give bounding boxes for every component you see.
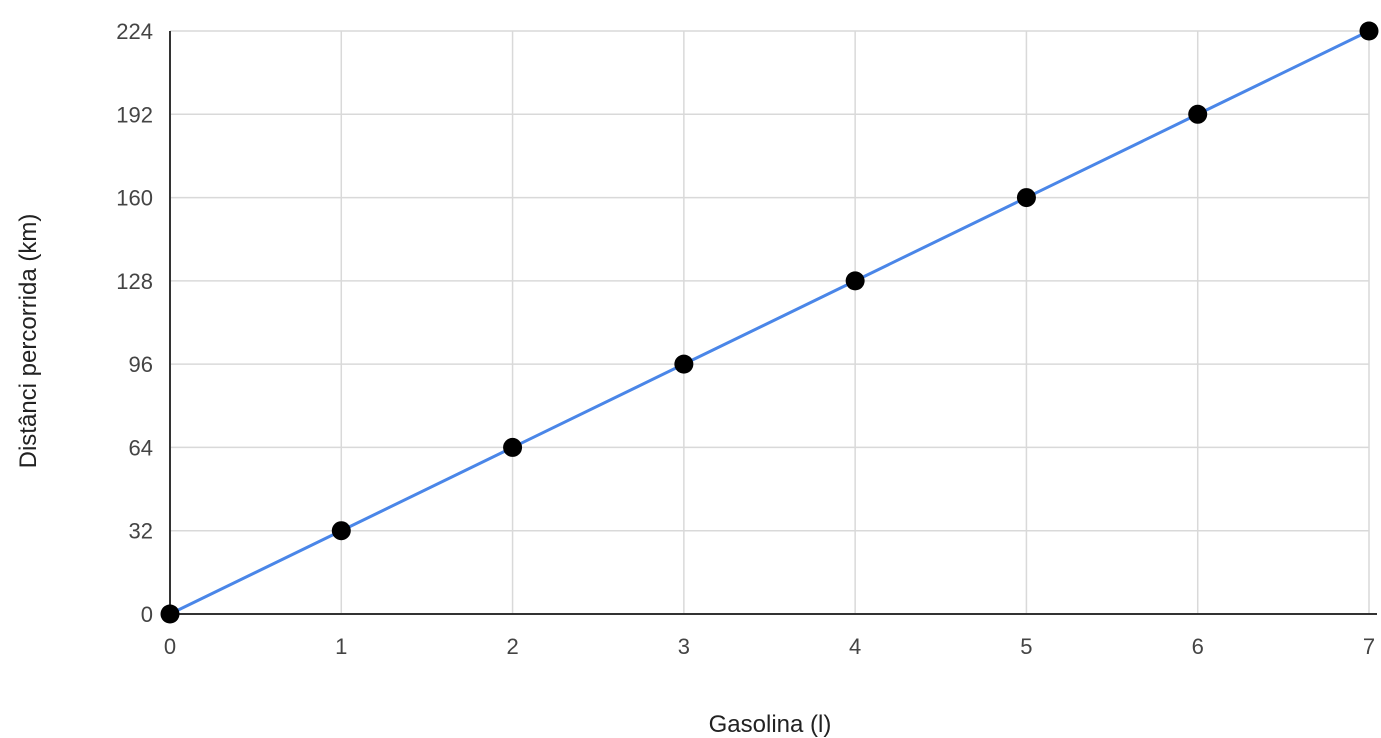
- data-point: [674, 354, 694, 374]
- y-tick-label: 128: [116, 269, 153, 294]
- y-tick-label: 224: [116, 19, 153, 44]
- x-axis-title: Gasolina (l): [709, 711, 832, 738]
- y-tick-label: 64: [129, 435, 153, 460]
- x-tick-label: 2: [506, 634, 518, 659]
- data-point: [845, 271, 865, 291]
- data-point: [503, 437, 523, 457]
- data-point: [1188, 104, 1208, 124]
- x-tick-label: 0: [164, 634, 176, 659]
- series-line: [169, 29, 1370, 616]
- series-group: [160, 21, 1379, 624]
- y-tick-label: 0: [141, 602, 153, 627]
- y-tick-label: 192: [116, 102, 153, 127]
- x-tick-label: 7: [1363, 634, 1375, 659]
- gridlines: [170, 30, 1370, 614]
- data-point: [160, 604, 180, 624]
- x-tick-label: 4: [849, 634, 861, 659]
- x-tick-label: 3: [678, 634, 690, 659]
- y-tick-label: 96: [129, 352, 153, 377]
- data-point: [1016, 188, 1036, 208]
- y-tick-label: 32: [129, 519, 153, 544]
- x-tick-label: 1: [335, 634, 347, 659]
- axes: [164, 31, 1377, 615]
- y-axis-title: Distânci percorrida (km): [15, 214, 42, 469]
- y-tick-label: 160: [116, 186, 153, 211]
- x-tick-label: 5: [1020, 634, 1032, 659]
- data-point: [1359, 21, 1379, 41]
- tick-labels: 0 32 64 96 128 160 192 224 0 1 2 3 4 5 6 7: [116, 19, 1375, 659]
- x-tick-label: 6: [1192, 634, 1204, 659]
- data-point: [331, 521, 351, 541]
